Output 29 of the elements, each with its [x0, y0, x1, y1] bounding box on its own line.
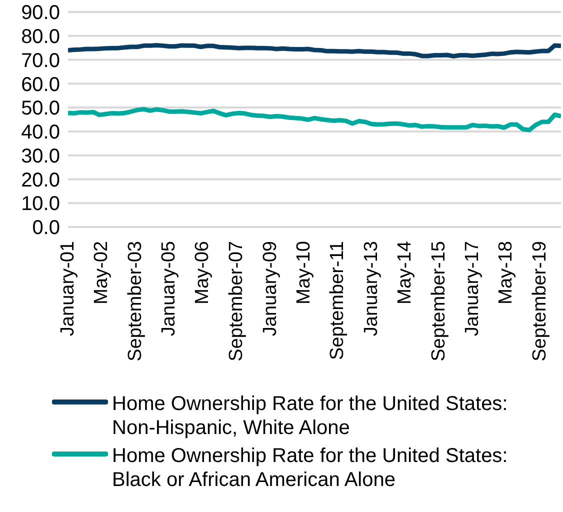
- x-tick-label: January-09: [260, 241, 281, 336]
- x-tick-label: May-14: [394, 240, 416, 304]
- y-tick-label: 20.0: [21, 169, 60, 192]
- x-tick-label: January-17: [462, 241, 484, 336]
- y-tick-label: 60.0: [21, 74, 60, 96]
- y-tick-label: 0.0: [32, 217, 60, 240]
- line-series: [68, 42, 561, 58]
- y-tick-label: 50.0: [21, 98, 60, 120]
- y-tick-label: 90.0: [21, 2, 60, 24]
- x-tick-label: September-03: [124, 241, 146, 362]
- y-tick-label: 40.0: [21, 122, 60, 144]
- x-tick-label: May-10: [293, 241, 314, 304]
- line-series: [68, 106, 561, 132]
- x-tick-label: January-13: [360, 241, 382, 336]
- x-tick-label: May-06: [192, 241, 214, 304]
- x-tick-label: May-18: [496, 241, 517, 304]
- x-tick-label: January-01: [58, 241, 78, 336]
- x-tick-label: September-11: [327, 241, 348, 360]
- y-tick-label: 30.0: [21, 145, 60, 168]
- x-tick-label: January-05: [158, 241, 180, 336]
- x-tick-label: May-02: [91, 241, 112, 304]
- y-tick-label: 10.0: [21, 193, 60, 216]
- x-tick-label: September-19: [529, 241, 550, 362]
- x-tick-label: September-15: [428, 241, 450, 362]
- y-tick-label: 80.0: [21, 26, 60, 48]
- x-tick-label: September-07: [226, 241, 248, 362]
- legend-label: Home Ownership Rate for the United States: Black or African American Alone: [112, 444, 509, 492]
- legend-label: Home Ownership Rate for the United States: Non-Hispanic, White Alone: [112, 392, 509, 440]
- y-tick-label: 70.0: [21, 50, 60, 72]
